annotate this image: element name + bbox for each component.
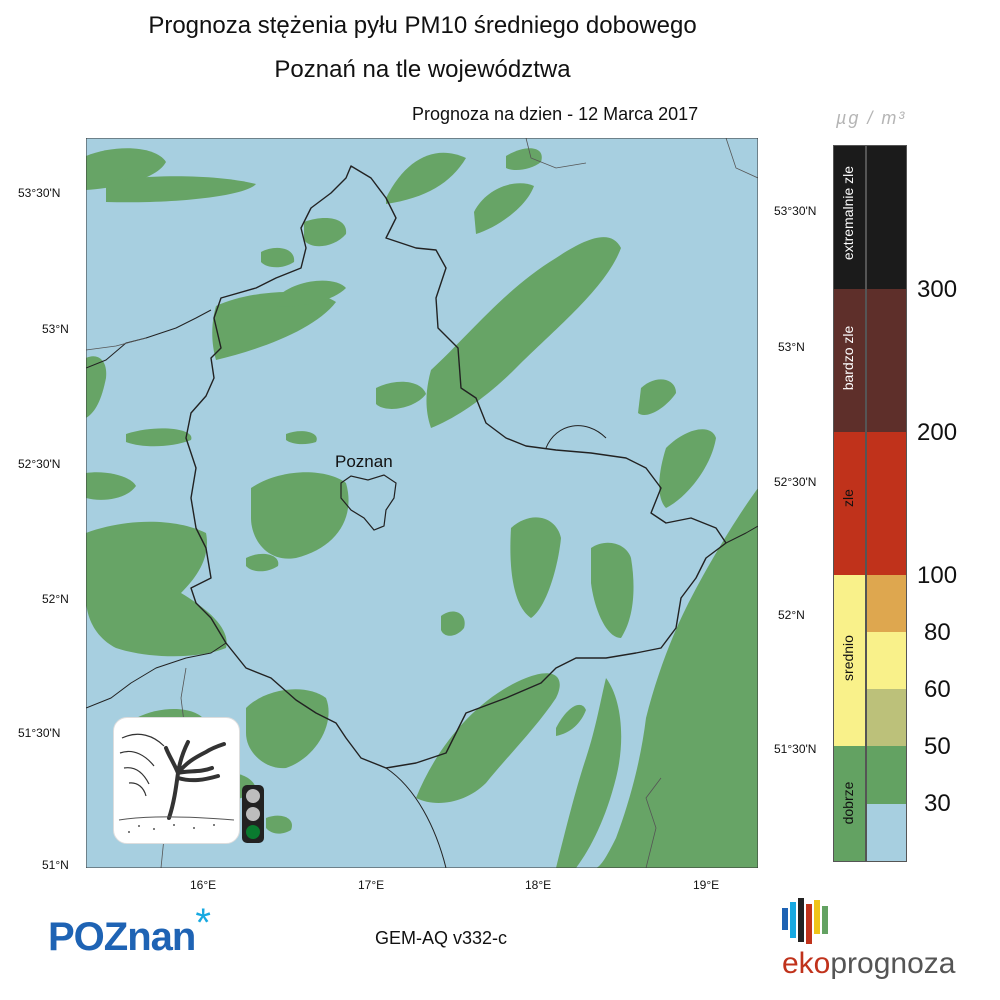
legend-threshold: 300 bbox=[917, 276, 958, 303]
poznan-logo-star: * bbox=[195, 901, 211, 945]
poznan-city-boundary bbox=[340, 474, 397, 531]
lat-label-right: 51°30'N bbox=[774, 742, 817, 756]
legend-category-column bbox=[833, 145, 866, 862]
legend-category-label: srednio bbox=[840, 635, 856, 681]
traffic-light-green-lamp bbox=[246, 825, 260, 839]
traffic-light-yellow-lamp bbox=[246, 807, 260, 821]
lat-label-left: 52°N bbox=[42, 592, 69, 606]
poznan-logo: POZnan* bbox=[48, 901, 211, 960]
legend-threshold: 60 bbox=[924, 676, 951, 703]
legend-bin bbox=[867, 432, 906, 575]
legend-bin bbox=[867, 146, 906, 289]
lon-label: 18°E bbox=[525, 878, 552, 892]
lon-label: 17°E bbox=[358, 878, 385, 892]
lat-label-left: 51°N bbox=[42, 858, 69, 872]
traffic-light-red-lamp bbox=[246, 789, 260, 803]
legend-category-srednio bbox=[834, 575, 865, 746]
legend-category-label: extremalnie zle bbox=[840, 165, 856, 261]
city-label-poznan: Poznan bbox=[335, 452, 393, 471]
lat-label-right: 52°N bbox=[778, 608, 805, 622]
legend-bin bbox=[867, 689, 906, 746]
map-title: Prognoza stężenia pyłu PM10 średniego do… bbox=[148, 12, 697, 39]
lat-label-left: 53°N bbox=[42, 322, 69, 336]
legend-category-label: dobrze bbox=[840, 781, 856, 825]
lat-label-right: 53°30'N bbox=[774, 204, 817, 218]
legend-threshold: 30 bbox=[924, 790, 951, 817]
ekoprognoza-brand: ekoprognoza bbox=[782, 947, 955, 981]
lat-label-left: 51°30'N bbox=[18, 726, 61, 740]
voivodeship-border bbox=[86, 165, 758, 868]
legend-category-label: zle bbox=[840, 489, 856, 507]
lon-label: 19°E bbox=[693, 878, 720, 892]
legend-category-dobrze bbox=[834, 746, 865, 861]
legend-threshold: 80 bbox=[924, 619, 951, 646]
traffic-light-icon bbox=[242, 785, 264, 843]
wind-tree-icon bbox=[113, 717, 240, 844]
model-version: GEM-AQ v332-c bbox=[375, 928, 508, 948]
legend-category-label: bardzo zle bbox=[840, 325, 856, 391]
map-subtitle: Poznań na tle województwa bbox=[274, 56, 571, 83]
legend-bin bbox=[867, 632, 906, 689]
legend-bin bbox=[867, 746, 906, 804]
lat-label-left: 53°30'N bbox=[18, 186, 61, 200]
ekoprognoza-brand-prognoza: prognoza bbox=[830, 947, 956, 980]
forecast-date: Prognoza na dzien - 12 Marca 2017 bbox=[412, 104, 699, 124]
lat-label-left: 52°30'N bbox=[18, 457, 61, 471]
legend-category-bardzo-zle bbox=[834, 289, 865, 432]
legend-bin bbox=[867, 575, 906, 632]
lat-label-right: 53°N bbox=[778, 340, 805, 354]
lat-label-right: 52°30'N bbox=[774, 475, 817, 489]
concentration-areas bbox=[86, 148, 758, 868]
legend-category-zle bbox=[834, 432, 865, 575]
poznan-logo-text: POZnan bbox=[48, 915, 196, 959]
legend-unit: µg / m³ bbox=[836, 108, 907, 128]
legend-bin bbox=[867, 289, 906, 432]
legend-bin bbox=[867, 804, 906, 861]
legend-threshold: 50 bbox=[924, 733, 951, 760]
legend-value-column bbox=[866, 145, 907, 862]
legend-category-extremalnie-zle bbox=[834, 146, 865, 289]
ekoprognoza-bars-icon bbox=[782, 898, 828, 944]
legend-threshold: 200 bbox=[917, 419, 958, 446]
ekoprognoza-brand-eko: eko bbox=[782, 947, 831, 980]
lon-label: 16°E bbox=[190, 878, 217, 892]
legend-threshold: 100 bbox=[917, 562, 958, 589]
